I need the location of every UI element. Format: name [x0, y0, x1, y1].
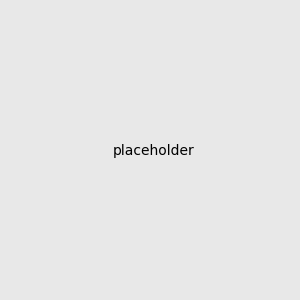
Text: placeholder: placeholder	[113, 145, 195, 158]
